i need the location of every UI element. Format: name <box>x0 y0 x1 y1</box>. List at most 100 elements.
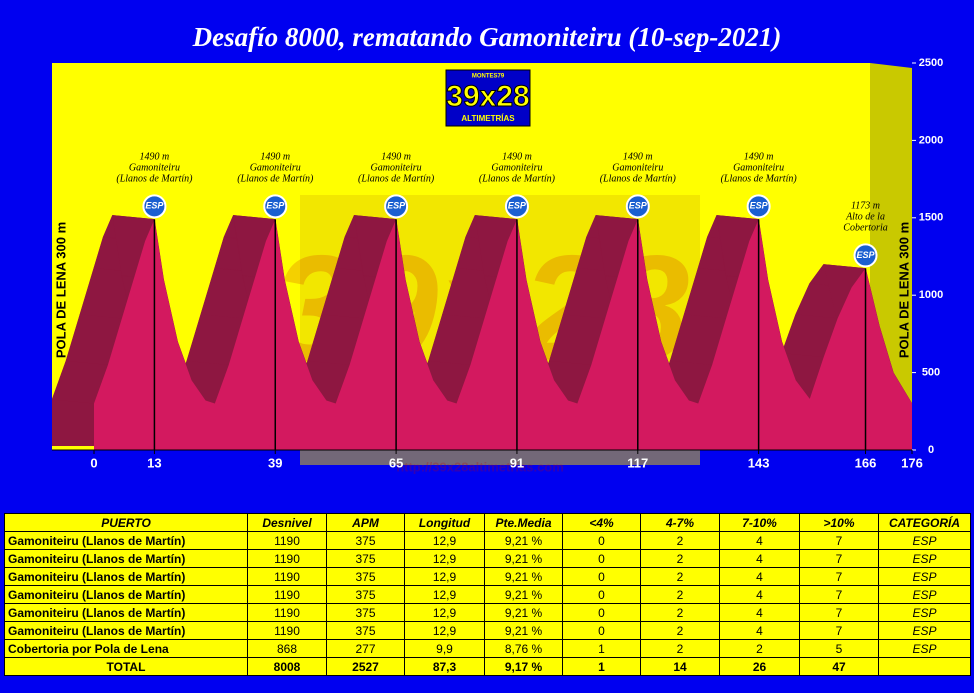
total-cell: TOTAL <box>4 657 248 676</box>
table-cell: 2 <box>640 531 720 550</box>
peak-label: 1173 m <box>851 201 880 212</box>
peak-label: (Llanos de Martín) <box>116 174 193 185</box>
table-cell: 2 <box>640 585 720 604</box>
x-tick-label: 166 <box>855 455 877 470</box>
table-cell: 1190 <box>247 621 327 640</box>
peak-badge-label: ESP <box>266 201 285 211</box>
header-cell: CATEGORÍA <box>878 513 971 532</box>
total-cell: 8008 <box>247 657 327 676</box>
total-cell-empty <box>878 657 971 676</box>
table-cell: 375 <box>326 603 405 622</box>
y-tick-label: 2500 <box>919 57 943 69</box>
table-cell: 868 <box>247 639 327 658</box>
peak-label: 1490 m <box>744 152 774 163</box>
table-cell: 375 <box>326 531 405 550</box>
peak-badge <box>746 194 771 219</box>
y-tick-label: 1500 <box>919 212 943 224</box>
table-cell: 8,76 % <box>484 639 563 658</box>
peak-label: (Llanos de Martín) <box>358 174 435 185</box>
table-cell: 0 <box>562 549 641 568</box>
total-cell: 1 <box>562 657 641 676</box>
table-cell: 1190 <box>247 567 327 586</box>
table-cell: 7 <box>799 531 879 550</box>
table-cell: 9,21 % <box>484 549 563 568</box>
table-cell: 0 <box>562 603 641 622</box>
table-cell: 0 <box>562 567 641 586</box>
logo-bottom: ALTIMETRÍAS <box>461 114 515 123</box>
profile-front <box>94 219 912 450</box>
summary-table: PUERTO Desnivel APM Longitud Pte.Media <4% 4-7… <box>4 513 971 676</box>
chart-title: Desafío 8000, rematando Gamoniteiru (10-… <box>192 22 782 52</box>
y-tick-label: 1000 <box>919 289 943 301</box>
table-cell: 2 <box>719 639 800 658</box>
table-cell: 1 <box>562 639 641 658</box>
table-cell: Gamoniteiru (Llanos de Martín) <box>4 603 248 622</box>
total-cell: 47 <box>799 657 879 676</box>
table-cell: 7 <box>799 585 879 604</box>
peak-label: Gamoniteiru <box>733 163 784 174</box>
peak-badge <box>625 194 650 219</box>
x-tick-label: 117 <box>627 455 648 470</box>
table-cell: 9,21 % <box>484 567 563 586</box>
peak-label: Gamoniteiru <box>612 163 663 174</box>
table-cell: ESP <box>878 639 971 658</box>
header-cell: Desnivel <box>247 513 327 532</box>
table-row: Gamoniteiru (Llanos de Martín) 1190 375 12,… <box>4 549 971 568</box>
x-tick-label: 143 <box>748 455 770 470</box>
total-cell: 2527 <box>326 657 405 676</box>
y-tick-label: 2000 <box>919 134 943 146</box>
table-cell: 9,9 <box>404 639 485 658</box>
peak-badge-label: ESP <box>387 201 406 211</box>
peak-badge <box>504 194 529 219</box>
table-cell: 12,9 <box>404 603 485 622</box>
table-cell: 375 <box>326 567 405 586</box>
y-tick-label: 0 <box>928 444 934 456</box>
x-tick-label: 91 <box>510 455 524 470</box>
table-cell: 4 <box>719 603 800 622</box>
table-cell: Gamoniteiru (Llanos de Martín) <box>4 585 248 604</box>
table-cell: ESP <box>878 621 971 640</box>
table-cell: 12,9 <box>404 531 485 550</box>
peak-badge-label: ESP <box>145 201 164 211</box>
peak-label: (Llanos de Martín) <box>479 174 556 185</box>
table-cell: 12,9 <box>404 585 485 604</box>
logo-box <box>445 69 531 127</box>
peak-badge-label: ESP <box>857 250 876 260</box>
peak-badge <box>384 194 409 219</box>
header-cell: PUERTO <box>4 513 248 532</box>
total-row: TOTAL 8008 2527 87,3 9,17 % 1 14 26 47 <box>4 657 971 676</box>
y-tick-label: 500 <box>922 367 940 379</box>
header-cell: <4% <box>562 513 641 532</box>
x-tick-label: 13 <box>147 455 161 470</box>
table-cell: 277 <box>326 639 405 658</box>
header-cell: 7-10% <box>719 513 800 532</box>
table-cell: 12,9 <box>404 549 485 568</box>
table-cell: 7 <box>799 549 879 568</box>
peak-label: 1490 m <box>381 152 411 163</box>
table-row: Gamoniteiru (Llanos de Martín) 1190 375 12,… <box>4 567 971 586</box>
table-cell: 9,21 % <box>484 621 563 640</box>
watermark-url: http://39x28altimetrias.com <box>396 459 564 474</box>
table-row: Cobertoria por Pola de Lena 868 277 9,9 8,76… <box>4 639 971 658</box>
table-row: Gamoniteiru (Llanos de Martín) 1190 375 12,… <box>4 603 971 622</box>
table-row: Gamoniteiru (Llanos de Martín) 1190 375 12,… <box>4 531 971 550</box>
logo-main: 39x28 <box>446 80 529 113</box>
header-cell: Pte.Media <box>484 513 563 532</box>
table-cell: 2 <box>640 603 720 622</box>
table-cell: 1190 <box>247 603 327 622</box>
table-cell: 12,9 <box>404 567 485 586</box>
peak-label: Gamoniteiru <box>129 163 180 174</box>
table-cell: 375 <box>326 621 405 640</box>
table-cell: 0 <box>562 621 641 640</box>
header-cell: >10% <box>799 513 879 532</box>
table-cell: Gamoniteiru (Llanos de Martín) <box>4 621 248 640</box>
peak-label: (Llanos de Martín) <box>600 174 677 185</box>
header-row: PUERTO Desnivel APM Longitud Pte.Media <4% 4-7… <box>4 513 971 532</box>
logo-top: MONTES79 <box>472 74 505 80</box>
table-cell: 0 <box>562 531 641 550</box>
table-cell: 12,9 <box>404 621 485 640</box>
table-cell: 2 <box>640 549 720 568</box>
chart: Desafío 8000, rematando Gamoniteiru (10-… <box>51 22 943 474</box>
table-cell: ESP <box>878 567 971 586</box>
